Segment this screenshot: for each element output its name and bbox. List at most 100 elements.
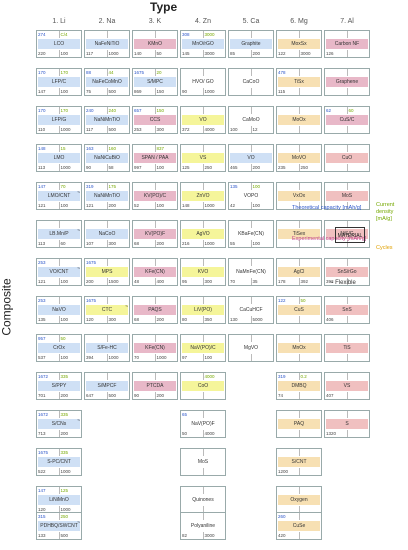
current-density: 20	[154, 69, 178, 76]
theoretical-capacity	[181, 69, 203, 76]
current-density	[202, 297, 226, 304]
cycles: 200	[250, 164, 274, 171]
theoretical-capacity	[325, 297, 347, 304]
cycles: 60	[58, 240, 82, 247]
cycles: 200	[58, 392, 82, 399]
experimental-capacity	[325, 88, 347, 95]
theoretical-capacity	[181, 513, 203, 520]
cycles	[346, 202, 370, 209]
current-density	[346, 373, 370, 380]
cycles: 350	[202, 316, 226, 323]
material-name: S/CNs	[38, 419, 80, 429]
cycles	[298, 126, 322, 133]
current-density: C/4	[58, 31, 82, 38]
material-card: PAQS 68 200	[132, 296, 178, 324]
material-card: HVO/ GO 90 1000	[180, 68, 226, 96]
theoretical-capacity	[229, 259, 251, 266]
cycles: 1000	[58, 126, 82, 133]
experimental-capacity: 145	[182, 51, 190, 56]
material-card: 315 250 PDHBQ/SWCNT 133 500 ~	[36, 512, 82, 540]
flexible-icon: ~	[77, 228, 80, 234]
current-density: 15	[58, 145, 82, 152]
material-card: Graphene	[324, 68, 370, 96]
theoretical-capacity	[181, 107, 203, 114]
material-card: 1675 MPS 200 1500	[84, 258, 130, 286]
theoretical-capacity: 163	[86, 146, 94, 151]
material-card: 478 TiSx 115	[276, 68, 322, 96]
current-density	[298, 411, 322, 418]
experimental-capacity: 55	[230, 241, 236, 246]
theoretical-capacity	[277, 411, 299, 418]
experimental-capacity: 1200	[278, 469, 289, 474]
current-density: 50	[58, 335, 82, 342]
experimental-capacity	[181, 392, 203, 399]
experimental-capacity: 117	[86, 127, 94, 132]
material-card: NaFeNiTiO 117 1000	[84, 30, 130, 58]
cycles: 1000	[58, 468, 82, 475]
experimental-capacity	[325, 354, 347, 361]
current-density	[202, 487, 226, 494]
material-name: MgVO	[230, 343, 272, 353]
material-name: KVO	[182, 267, 224, 277]
theoretical-capacity: 319	[86, 184, 94, 189]
cycles	[250, 354, 274, 361]
experimental-capacity: 113	[38, 165, 46, 170]
material-name: NaMnFe(CN)	[230, 267, 272, 277]
material-card: CaCuHCF 130 5000	[228, 296, 274, 324]
theoretical-capacity	[181, 373, 203, 380]
material-name: S/PPY	[38, 381, 80, 391]
theoretical-capacity: 319	[278, 374, 286, 379]
material-card: KFe(CN) 70 1000	[132, 334, 178, 362]
material-card: 253 NaVO 135 100	[36, 296, 82, 324]
cycles	[298, 430, 322, 437]
material-card: Graphite 85 200	[228, 30, 274, 58]
cycles: 1000	[154, 354, 178, 361]
theoretical-capacity	[277, 145, 299, 152]
material-card: KFe(CN) 48 400	[132, 258, 178, 286]
current-density	[346, 31, 370, 38]
experimental-capacity	[277, 126, 299, 133]
cycles	[346, 278, 370, 285]
material-name: Quinones	[182, 495, 224, 505]
material-name: NaFeNiTiO	[86, 39, 128, 49]
material-name: TiS	[326, 343, 368, 353]
experimental-capacity: 1320	[326, 431, 337, 436]
experimental-capacity: 372	[182, 127, 190, 132]
material-name: MnO/rGO	[182, 39, 224, 49]
experimental-capacity: 147	[38, 89, 46, 94]
current-density	[58, 259, 82, 266]
experimental-capacity: 465	[230, 165, 238, 170]
material-card: MoS	[324, 182, 370, 210]
theoretical-capacity: 170	[38, 108, 46, 113]
experimental-capacity: 407	[326, 393, 334, 398]
theoretical-capacity	[85, 335, 107, 342]
theoretical-capacity	[133, 183, 155, 190]
material-card: MoVO 235 250	[276, 144, 322, 172]
material-card: KMnO 140 50	[132, 30, 178, 58]
material-card: Oxygen	[276, 486, 322, 514]
current-density	[202, 145, 226, 152]
experimental-capacity	[277, 316, 299, 323]
material-name: VxOx	[278, 191, 320, 201]
current-density	[202, 513, 226, 520]
cycles	[298, 468, 322, 475]
experimental-capacity: 122	[278, 51, 286, 56]
material-name: CuS/C	[326, 115, 368, 125]
material-name: S/Fe-HC	[86, 343, 128, 353]
flexible-icon: ~	[330, 280, 336, 286]
theoretical-capacity	[181, 335, 203, 342]
experimental-capacity: 701	[38, 393, 46, 398]
current-density	[154, 31, 178, 38]
material-name: KV(PO)/C	[134, 191, 176, 201]
current-density	[58, 221, 82, 228]
theoretical-capacity: 65	[182, 412, 188, 417]
cycles: 1500	[106, 278, 130, 285]
current-density	[298, 449, 322, 456]
theoretical-capacity	[133, 31, 155, 38]
material-name: TiSx	[278, 77, 320, 87]
material-card: KV(PO)F 68 200	[132, 220, 178, 248]
cycles	[346, 316, 370, 323]
material-card: LiV(PO) 80 350	[180, 296, 226, 324]
cycles	[202, 468, 226, 475]
experimental-capacity: 713	[38, 431, 46, 436]
